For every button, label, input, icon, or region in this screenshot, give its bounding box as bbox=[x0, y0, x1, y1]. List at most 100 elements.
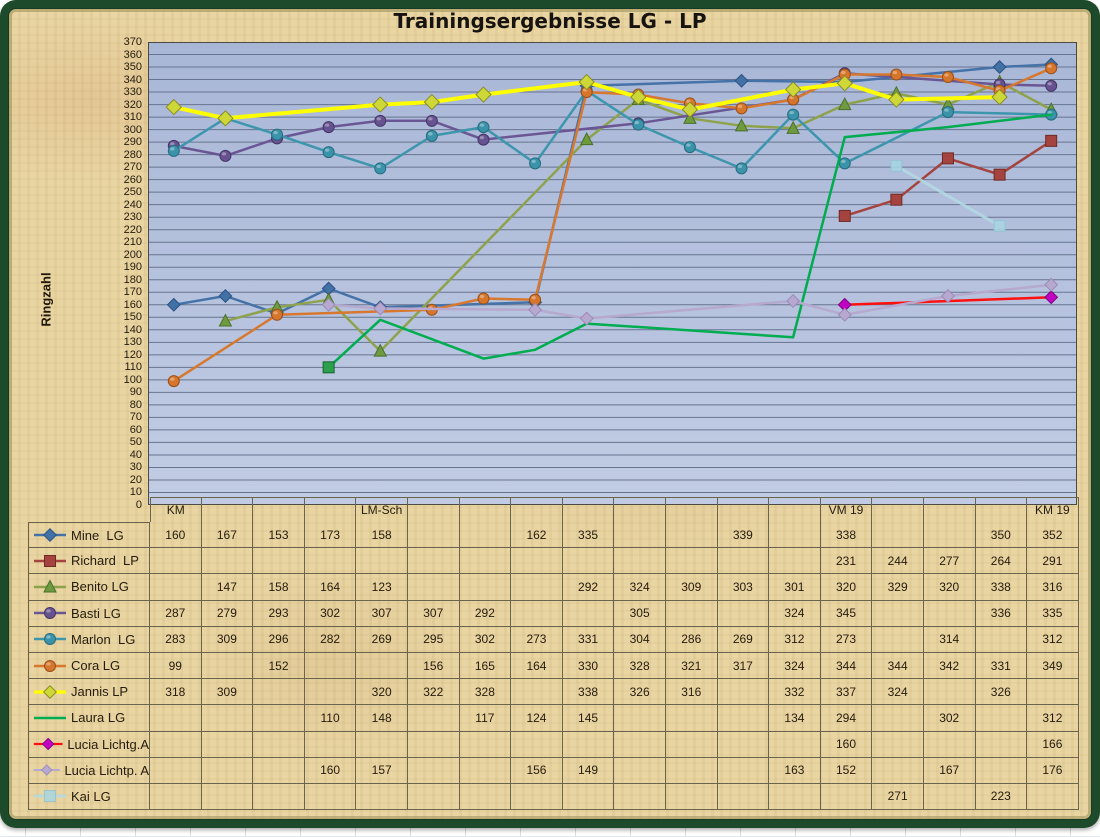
y-tick-label: 190 bbox=[123, 261, 142, 274]
x-axis-label bbox=[304, 497, 357, 522]
value-cell: 331 bbox=[562, 626, 615, 653]
value-cell bbox=[665, 548, 718, 575]
value-cell bbox=[201, 652, 254, 680]
value-cell: 316 bbox=[1027, 574, 1079, 601]
value-cell: 339 bbox=[717, 522, 770, 549]
legend-key-icon bbox=[34, 684, 66, 699]
value-cell: 296 bbox=[253, 626, 305, 653]
x-axis-label bbox=[201, 497, 254, 522]
value-cell bbox=[717, 705, 770, 732]
value-cell: 305 bbox=[614, 600, 666, 627]
value-cell bbox=[562, 548, 615, 575]
value-cell bbox=[975, 705, 1028, 732]
y-tick-label: 290 bbox=[123, 136, 142, 149]
y-tick-label: 80 bbox=[129, 398, 142, 411]
value-cell: 162 bbox=[511, 522, 563, 549]
value-cell: 328 bbox=[459, 679, 512, 706]
value-cell: 123 bbox=[356, 574, 408, 601]
table-row: Lucia Lichtp. A 160 157 156 149 163 152 167 176 bbox=[28, 757, 1079, 784]
series-name: Lucia Lichtg.A bbox=[67, 736, 149, 752]
value-cell: 324 bbox=[769, 652, 821, 680]
value-cell bbox=[407, 574, 460, 601]
legend-cell: Marlon LG bbox=[28, 626, 150, 653]
value-cell bbox=[665, 705, 718, 732]
value-cell: 291 bbox=[1027, 548, 1079, 575]
y-tick-label: 120 bbox=[123, 348, 142, 361]
value-cell: 156 bbox=[511, 757, 563, 784]
value-cell bbox=[201, 548, 254, 575]
x-axis-label bbox=[769, 497, 821, 522]
value-cell bbox=[923, 783, 976, 811]
value-cell bbox=[923, 679, 976, 706]
value-cell: 324 bbox=[872, 679, 924, 706]
value-cell bbox=[511, 679, 563, 706]
value-cell bbox=[253, 679, 305, 706]
value-cell bbox=[304, 731, 357, 758]
value-cell: 269 bbox=[717, 626, 770, 653]
value-cell bbox=[459, 757, 512, 784]
x-axis-label: LM-Sch bbox=[356, 497, 408, 522]
y-tick-label: 40 bbox=[129, 448, 142, 461]
legend-key-icon bbox=[34, 554, 66, 567]
y-tick-label: 280 bbox=[123, 148, 142, 161]
y-tick-label: 70 bbox=[129, 411, 142, 424]
value-cell: 273 bbox=[820, 626, 873, 653]
value-cell bbox=[459, 548, 512, 575]
value-cell: 324 bbox=[769, 600, 821, 627]
legend-cell: Laura LG bbox=[28, 705, 150, 732]
x-axis-label bbox=[562, 497, 615, 522]
series-kai-lg bbox=[890, 159, 1006, 232]
value-cell: 287 bbox=[150, 600, 202, 627]
value-cell: 165 bbox=[459, 652, 512, 680]
series-name: Lucia Lichtp. A bbox=[64, 762, 149, 778]
value-cell: 307 bbox=[407, 600, 460, 627]
value-cell bbox=[769, 731, 821, 758]
y-tick-label: 170 bbox=[123, 286, 142, 299]
value-cell: 329 bbox=[872, 574, 924, 601]
value-cell: 320 bbox=[820, 574, 873, 601]
series-lucia-lichtp-a bbox=[321, 277, 1059, 326]
y-tick-label: 350 bbox=[123, 61, 142, 74]
value-cell: 320 bbox=[356, 679, 408, 706]
value-cell bbox=[820, 783, 873, 811]
series-name: Laura LG bbox=[71, 710, 126, 726]
x-axis-label bbox=[459, 497, 512, 522]
y-tick-label: 60 bbox=[129, 423, 142, 436]
value-cell: 117 bbox=[459, 705, 512, 732]
value-cell: 147 bbox=[201, 574, 254, 601]
value-cell bbox=[150, 731, 202, 758]
table-row: Basti LG 287 279 293 302 307 307 292 305 324 345 33… bbox=[28, 600, 1079, 627]
x-axis-label: KM 19 bbox=[1027, 497, 1079, 522]
value-cell: 164 bbox=[511, 652, 563, 680]
y-tick-label: 90 bbox=[129, 386, 142, 399]
series-jannis-lp bbox=[165, 73, 1008, 127]
legend-key-icon bbox=[34, 528, 66, 543]
value-cell: 134 bbox=[769, 705, 821, 732]
value-cell bbox=[872, 522, 924, 549]
series-name: Mine LG bbox=[71, 527, 124, 543]
value-cell bbox=[665, 731, 718, 758]
value-cell: 317 bbox=[717, 652, 770, 680]
value-cell: 326 bbox=[614, 679, 666, 706]
value-cell bbox=[356, 783, 408, 811]
y-tick-label: 0 bbox=[135, 499, 142, 511]
value-cell bbox=[356, 548, 408, 575]
value-cell: 283 bbox=[150, 626, 202, 653]
value-cell bbox=[665, 783, 718, 811]
value-cell bbox=[614, 705, 666, 732]
legend-cell: Mine LG bbox=[28, 522, 150, 549]
value-cell: 320 bbox=[923, 574, 976, 601]
value-cell bbox=[614, 548, 666, 575]
value-cell bbox=[459, 522, 512, 549]
value-cell bbox=[201, 757, 254, 784]
value-cell bbox=[407, 705, 460, 732]
value-cell bbox=[665, 522, 718, 549]
value-cell bbox=[511, 548, 563, 575]
y-tick-label: 330 bbox=[123, 86, 142, 99]
value-cell bbox=[407, 522, 460, 549]
value-cell: 303 bbox=[717, 574, 770, 601]
value-cell bbox=[304, 679, 357, 706]
value-cell: 160 bbox=[304, 757, 357, 784]
value-cell: 338 bbox=[820, 522, 873, 549]
value-cell: 124 bbox=[511, 705, 563, 732]
